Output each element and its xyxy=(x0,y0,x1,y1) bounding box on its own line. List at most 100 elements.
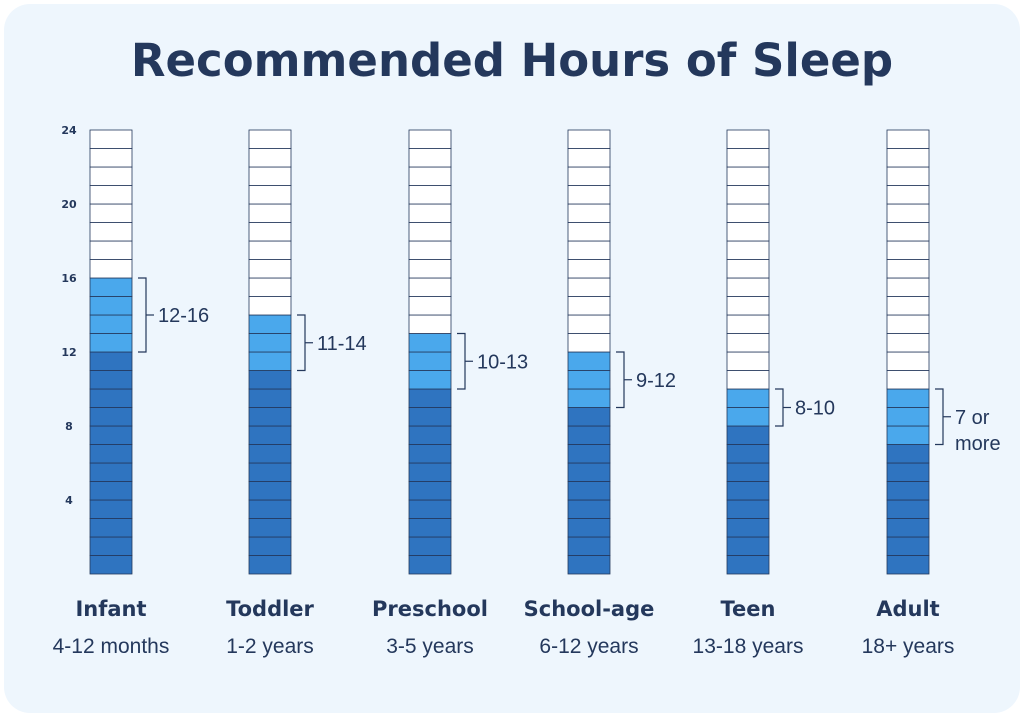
hour-segment xyxy=(726,333,770,353)
hour-segment xyxy=(89,499,133,519)
hour-segment xyxy=(567,148,611,168)
hour-segment xyxy=(567,203,611,223)
hour-segment xyxy=(886,185,930,205)
hour-segment xyxy=(248,351,292,371)
hour-segment xyxy=(886,499,930,519)
hour-segment xyxy=(89,203,133,223)
hour-segment xyxy=(567,425,611,445)
range-bracket xyxy=(457,332,466,390)
hour-segment xyxy=(726,351,770,371)
hour-segment xyxy=(408,148,452,168)
range-bracket xyxy=(775,388,784,427)
hour-segment xyxy=(89,444,133,464)
hour-segment xyxy=(89,222,133,242)
hour-segment xyxy=(886,166,930,186)
hour-segment xyxy=(567,351,611,371)
hour-segment xyxy=(89,462,133,482)
range-bracket xyxy=(935,388,944,446)
hour-segment xyxy=(248,166,292,186)
hour-segment xyxy=(89,129,133,149)
hour-segment xyxy=(248,148,292,168)
hour-segment xyxy=(408,259,452,279)
hour-segment xyxy=(248,185,292,205)
hour-segment xyxy=(89,425,133,445)
hour-segment xyxy=(248,407,292,427)
hour-segment xyxy=(89,555,133,575)
hour-segment xyxy=(248,333,292,353)
hour-segment xyxy=(248,536,292,556)
hour-segment xyxy=(886,536,930,556)
hour-segment xyxy=(89,277,133,297)
category-age-range: 4-12 months xyxy=(52,635,170,658)
hour-segment xyxy=(726,555,770,575)
hour-segment xyxy=(886,259,930,279)
hour-segment xyxy=(726,462,770,482)
hour-segment xyxy=(886,462,930,482)
hour-segment xyxy=(248,370,292,390)
hour-segment xyxy=(89,259,133,279)
y-tick-label: 20 xyxy=(61,198,77,211)
hour-segment xyxy=(726,259,770,279)
hour-segment xyxy=(726,370,770,390)
hour-segment xyxy=(248,314,292,334)
hour-segment xyxy=(886,425,930,445)
hour-segment xyxy=(89,407,133,427)
hour-segment xyxy=(408,296,452,316)
hour-segment xyxy=(408,407,452,427)
hour-segment xyxy=(726,203,770,223)
range-bracket xyxy=(138,277,147,353)
hour-segment xyxy=(886,296,930,316)
hour-segment xyxy=(726,148,770,168)
hour-segment xyxy=(248,518,292,538)
hour-segment xyxy=(408,203,452,223)
hour-segment xyxy=(886,203,930,223)
hour-segment xyxy=(248,388,292,408)
hour-segment xyxy=(408,314,452,334)
hour-segment xyxy=(567,296,611,316)
hour-segment xyxy=(726,166,770,186)
hour-segment xyxy=(567,407,611,427)
hour-segment xyxy=(567,129,611,149)
hour-segment xyxy=(886,222,930,242)
y-tick-label: 4 xyxy=(65,494,73,507)
hour-segment xyxy=(726,388,770,408)
hour-segment xyxy=(567,166,611,186)
hour-segment xyxy=(248,481,292,501)
hour-segment xyxy=(886,388,930,408)
category-name: Preschool xyxy=(372,597,488,621)
range-label: 9-12 xyxy=(636,370,676,392)
hour-segment xyxy=(726,314,770,334)
category-age-range: 13-18 years xyxy=(692,635,804,658)
y-tick-label: 16 xyxy=(61,272,77,285)
hour-segment xyxy=(89,240,133,260)
hour-segment xyxy=(89,481,133,501)
hour-segment xyxy=(408,129,452,149)
hour-segment xyxy=(89,388,133,408)
hour-segment xyxy=(89,166,133,186)
hour-segment xyxy=(726,240,770,260)
category-name: Adult xyxy=(876,597,940,621)
hour-segment xyxy=(408,462,452,482)
hour-segment xyxy=(726,222,770,242)
hour-segment xyxy=(248,259,292,279)
hour-segment xyxy=(408,277,452,297)
hour-segment xyxy=(89,518,133,538)
hour-segment xyxy=(886,240,930,260)
hour-segment xyxy=(408,536,452,556)
hour-segment xyxy=(248,203,292,223)
hour-segment xyxy=(886,518,930,538)
hour-segment xyxy=(567,333,611,353)
hour-segment xyxy=(567,444,611,464)
hour-segment xyxy=(248,499,292,519)
hour-segment xyxy=(726,425,770,445)
range-label: 10-13 xyxy=(477,351,528,373)
hour-segment xyxy=(886,129,930,149)
category-name: Infant xyxy=(75,597,147,621)
range-label: more xyxy=(955,433,1001,455)
hour-segment xyxy=(726,481,770,501)
hour-segment xyxy=(886,407,930,427)
y-tick-label: 12 xyxy=(61,346,76,359)
hour-segment xyxy=(726,185,770,205)
hour-segment xyxy=(408,240,452,260)
